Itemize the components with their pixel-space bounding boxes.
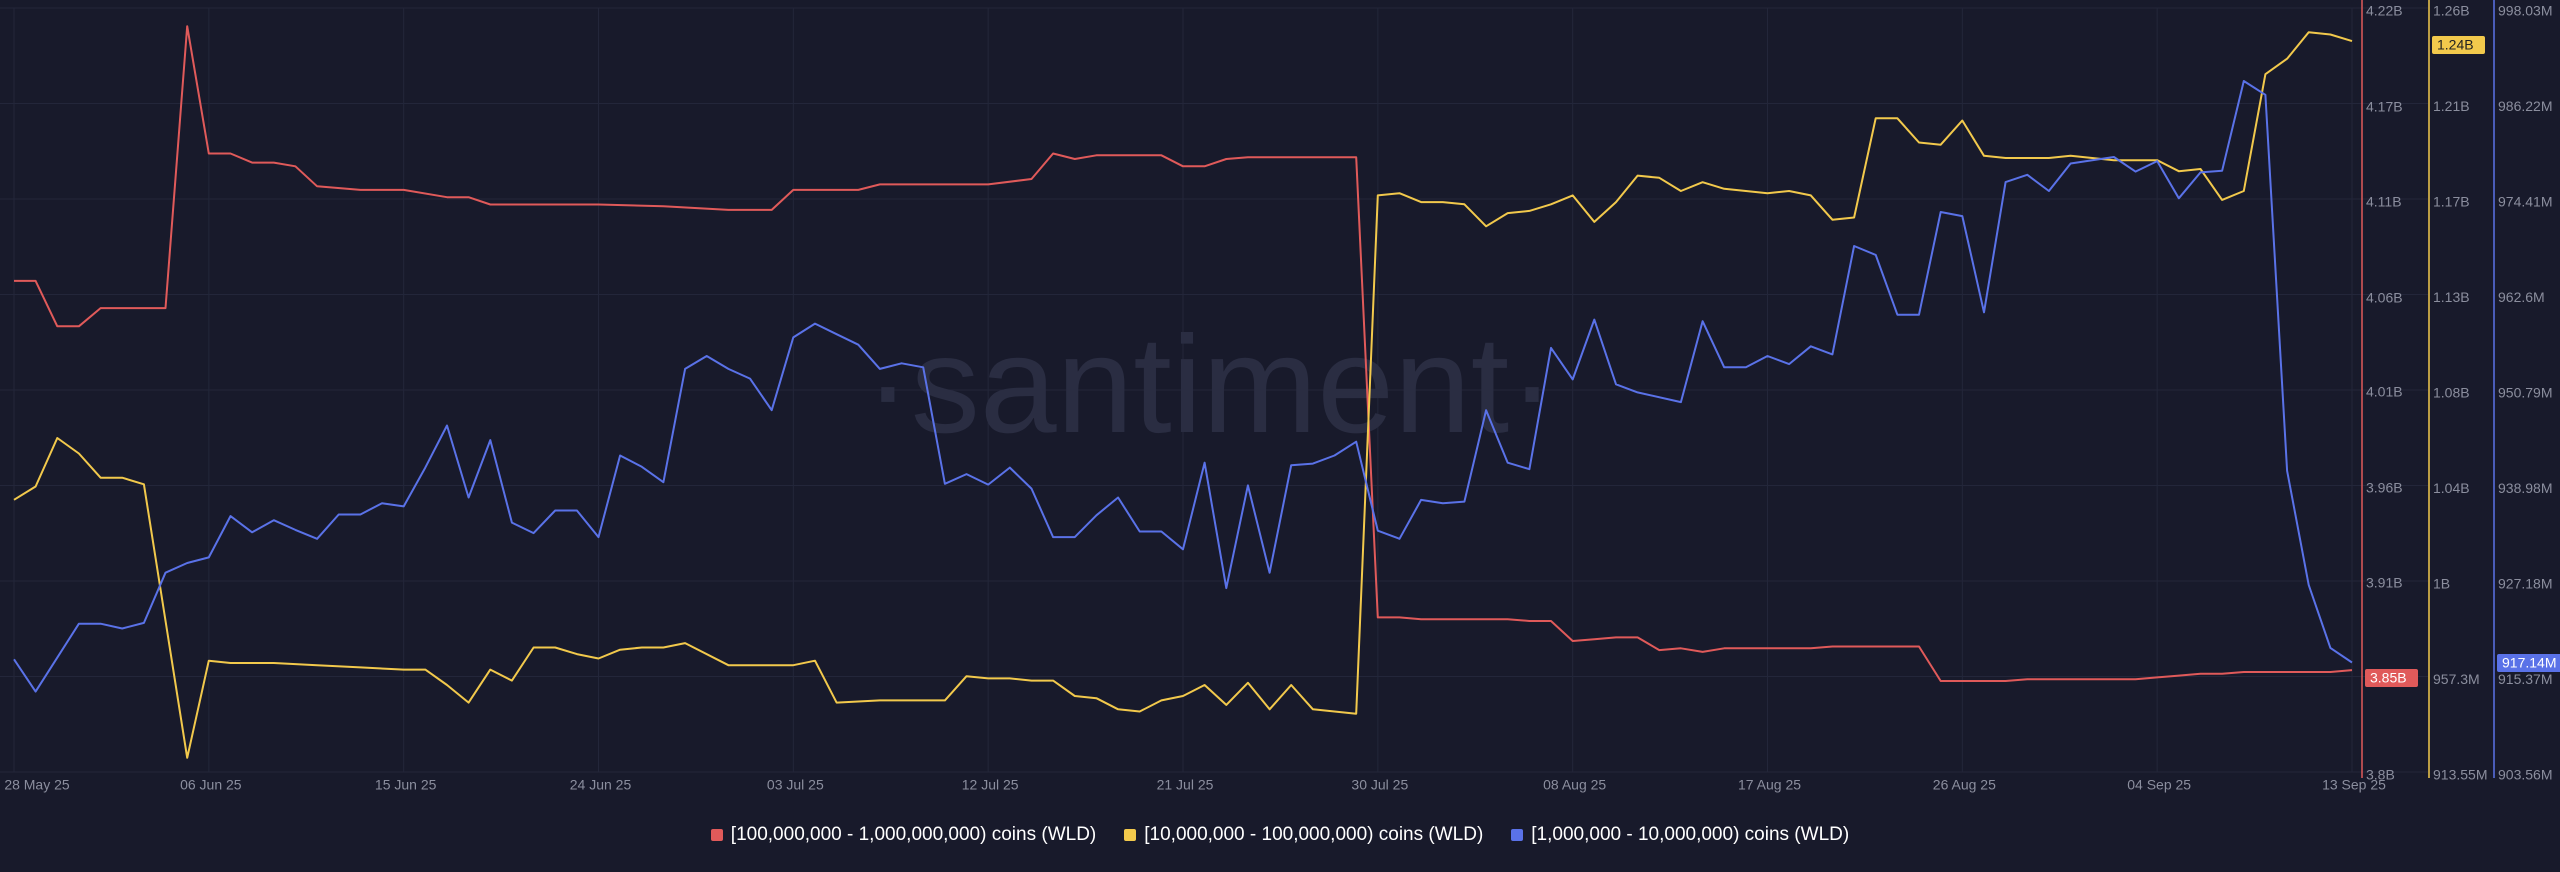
- axis-tick-yellow: 913.55M: [2433, 767, 2487, 783]
- x-tick-label: 21 Jul 25: [1157, 777, 1214, 793]
- current-value-label-blue: 917.14M: [2502, 655, 2556, 671]
- axis-tick-yellow: 1.17B: [2433, 194, 2470, 210]
- x-tick-label: 13 Sep 25: [2322, 777, 2386, 793]
- x-tick-label: 30 Jul 25: [1351, 777, 1408, 793]
- x-tick-label: 12 Jul 25: [962, 777, 1019, 793]
- axis-tick-blue: 915.37M: [2498, 671, 2552, 687]
- legend-swatch-blue: [1511, 829, 1524, 841]
- axis-tick-yellow: 1B: [2433, 576, 2450, 592]
- x-tick-label: 26 Aug 25: [1933, 777, 1996, 793]
- current-value-label-red: 3.85B: [2370, 670, 2407, 686]
- axes: 4.22B 4.17B 4.11B 4.06B 4.01B 3.96B 3.91B 3.8B 3…: [2361, 0, 2560, 783]
- legend-label-1m-10m: [1,000,000 - 10,000,000) coins (WLD): [1531, 824, 1850, 845]
- x-tick-label: 04 Sep 25: [2127, 777, 2191, 793]
- axis-tick-blue: 962.6M: [2498, 289, 2545, 305]
- axis-tick-red: 4.22B: [2366, 3, 2403, 19]
- axis-tick-yellow: 1.04B: [2433, 480, 2470, 496]
- chart-legend: [100,000,000 - 1,000,000,000) coins (WLD…: [0, 821, 2560, 849]
- x-tick-label: 28 May 25: [4, 777, 70, 793]
- series-layer: [13, 25, 2353, 759]
- series-line-blue: [13, 80, 2353, 693]
- current-value-label-yellow: 1.24B: [2437, 37, 2474, 53]
- x-tick-label: 06 Jun 25: [180, 777, 242, 793]
- axis-tick-red: 4.17B: [2366, 99, 2403, 115]
- x-tick-label: 15 Jun 25: [375, 777, 437, 793]
- x-tick-label: 24 Jun 25: [570, 777, 632, 793]
- legend-label-100m-1b: [100,000,000 - 1,000,000,000) coins (WLD…: [730, 824, 1097, 845]
- x-tick-label: 17 Aug 25: [1738, 777, 1801, 793]
- axis-tick-yellow: 1.26B: [2433, 3, 2470, 19]
- current-value-badge-yellow: [2432, 36, 2485, 54]
- axis-tick-yellow: 1.21B: [2433, 98, 2470, 114]
- axis-tick-red: 3.8B: [2366, 767, 2395, 783]
- axis-tick-yellow: 1.08B: [2433, 385, 2470, 401]
- legend-swatch-yellow: [1124, 829, 1137, 841]
- santiment-watermark: ·santiment·: [865, 308, 1555, 462]
- axis-tick-yellow: 957.3M: [2433, 671, 2480, 687]
- axis-tick-red: 3.96B: [2366, 480, 2403, 496]
- axis-tick-blue: 998.03M: [2498, 3, 2552, 19]
- current-value-badge-red: [2365, 669, 2418, 687]
- x-tick-label: 03 Jul 25: [767, 777, 824, 793]
- series-line-red: [14, 25, 2353, 682]
- legend-item-1m-10m[interactable]: [1,000,000 - 10,000,000) coins (WLD): [1511, 824, 1849, 846]
- legend-label-10m-100m: [10,000,000 - 100,000,000) coins (WLD): [1144, 824, 1484, 845]
- axis-tick-blue: 974.41M: [2498, 194, 2552, 210]
- axis-tick-yellow: 1.13B: [2433, 289, 2470, 305]
- legend-swatch-red: [710, 829, 723, 841]
- axis-tick-red: 3.91B: [2366, 575, 2403, 591]
- legend-item-10m-100m[interactable]: [10,000,000 - 100,000,000) coins (WLD): [1124, 824, 1483, 846]
- axis-tick-blue: 986.22M: [2498, 98, 2552, 114]
- axis-tick-red: 4.06B: [2366, 290, 2403, 306]
- x-tick-label: 08 Aug 25: [1543, 777, 1606, 793]
- legend-item-100m-1b[interactable]: [100,000,000 - 1,000,000,000) coins (WLD…: [710, 824, 1097, 846]
- axis-tick-red: 4.01B: [2366, 384, 2403, 400]
- axis-tick-blue: 903.56M: [2498, 767, 2552, 783]
- axis-tick-blue: 950.79M: [2498, 385, 2552, 401]
- series-line-yellow: [13, 31, 2353, 759]
- axis-tick-blue: 938.98M: [2498, 480, 2552, 496]
- current-value-badge-blue: [2497, 654, 2560, 672]
- x-axis-ticks: 28 May 25 06 Jun 25 15 Jun 25 24 Jun 25 03 J…: [4, 777, 2386, 793]
- axis-tick-blue: 927.18M: [2498, 576, 2552, 592]
- gridlines: [0, 7, 2428, 773]
- axis-tick-red: 4.11B: [2366, 194, 2402, 210]
